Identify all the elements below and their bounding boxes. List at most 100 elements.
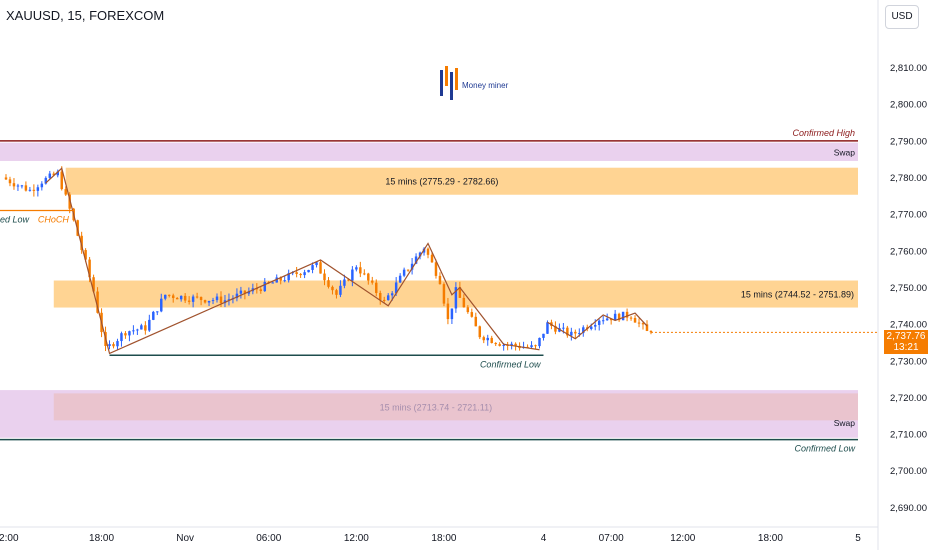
candle-body [593, 324, 597, 327]
logo-name: Money miner [462, 81, 509, 90]
candle-body [621, 311, 625, 321]
candle-body [331, 286, 334, 291]
candle-body [323, 273, 326, 281]
candle [108, 340, 111, 350]
currency-button[interactable]: USD [885, 5, 919, 29]
candle [359, 261, 362, 278]
candle [64, 186, 67, 196]
candle [339, 280, 342, 298]
candle-body [227, 299, 231, 301]
candle-body [144, 325, 147, 331]
candle-body [367, 273, 370, 281]
candle [494, 342, 497, 347]
candle-body [534, 345, 537, 347]
candle-body [474, 316, 478, 327]
candle-body [219, 296, 223, 304]
candle [183, 293, 187, 303]
candle [243, 290, 247, 300]
candle [375, 279, 378, 297]
candle [235, 288, 239, 302]
confirmed-low-label-2: Confirmed Low [794, 444, 855, 454]
candle [355, 265, 358, 272]
candle-body [450, 308, 454, 320]
bar-countdown: 13:21 [893, 342, 919, 353]
candle [482, 335, 485, 344]
time-tick-label: 18:00 [758, 533, 783, 544]
candle [410, 258, 414, 275]
candle [498, 342, 501, 347]
candle [506, 341, 509, 351]
candle-body [247, 291, 251, 294]
candle [167, 294, 171, 298]
candle-body [132, 330, 135, 332]
swap-label-4: Swap [834, 418, 856, 428]
candle [156, 311, 159, 316]
candle-body [36, 187, 40, 191]
candle-body [299, 273, 302, 276]
candle [319, 259, 322, 274]
candle-body [84, 250, 87, 260]
candle [331, 285, 334, 295]
candle [566, 325, 569, 338]
price-tick-label: 2,800.00 [890, 100, 927, 111]
candle [56, 169, 59, 178]
candle [398, 273, 402, 283]
time-tick-label: 4 [541, 533, 547, 544]
candle-body [327, 280, 330, 287]
candle [148, 314, 151, 332]
candle-body [128, 331, 131, 336]
candle-body [482, 337, 485, 341]
candle-body [116, 341, 119, 347]
candle [187, 296, 191, 305]
candle [382, 296, 386, 304]
partial-confirmed-low-label: ed Low [0, 214, 30, 224]
candle [8, 176, 12, 187]
zone-label-0: 15 mins (2775.29 - 2782.66) [385, 177, 498, 187]
candle-body [64, 189, 67, 195]
candle-body [112, 344, 115, 347]
candle [136, 328, 139, 335]
candle [597, 319, 601, 331]
candle [438, 272, 442, 285]
price-tick-label: 2,710.00 [890, 430, 927, 441]
candle [227, 293, 231, 306]
price-tick-label: 2,730.00 [890, 356, 927, 367]
candle [32, 184, 36, 197]
candle-body [462, 297, 466, 308]
candle [164, 294, 167, 301]
candle-body [96, 291, 99, 313]
candle [609, 318, 613, 325]
price-tick-label: 2,780.00 [890, 173, 927, 184]
candles-layer [4, 166, 653, 352]
candle [295, 266, 298, 278]
candle-body [148, 319, 151, 331]
price-tick-label: 2,740.00 [890, 320, 927, 331]
candle-body [498, 344, 501, 346]
time-tick-label: 07:00 [599, 533, 624, 544]
time-tick-label: 06:00 [256, 533, 281, 544]
candle [426, 247, 430, 259]
candle-body [566, 327, 569, 336]
candle [311, 262, 314, 274]
candle-body [311, 265, 314, 270]
candle [20, 184, 24, 189]
candle-body [235, 293, 239, 299]
candle [4, 174, 8, 181]
candle [406, 269, 410, 272]
candle-body [40, 183, 44, 188]
candle-body [458, 287, 462, 298]
current-price-badge: 2,737.76 13:21 [884, 330, 928, 354]
candle [307, 269, 310, 273]
candle-body [510, 343, 513, 346]
candle-body [108, 344, 111, 346]
candle-body [191, 296, 195, 302]
candle [458, 281, 462, 298]
symbol-title: XAUUSD, 15, FOREXCOM [6, 8, 165, 23]
candle-body [307, 269, 310, 273]
candle [203, 299, 207, 304]
price-tick-label: 2,720.00 [890, 393, 927, 404]
candle [191, 294, 195, 308]
candle-body [32, 189, 36, 191]
candle [160, 293, 163, 313]
